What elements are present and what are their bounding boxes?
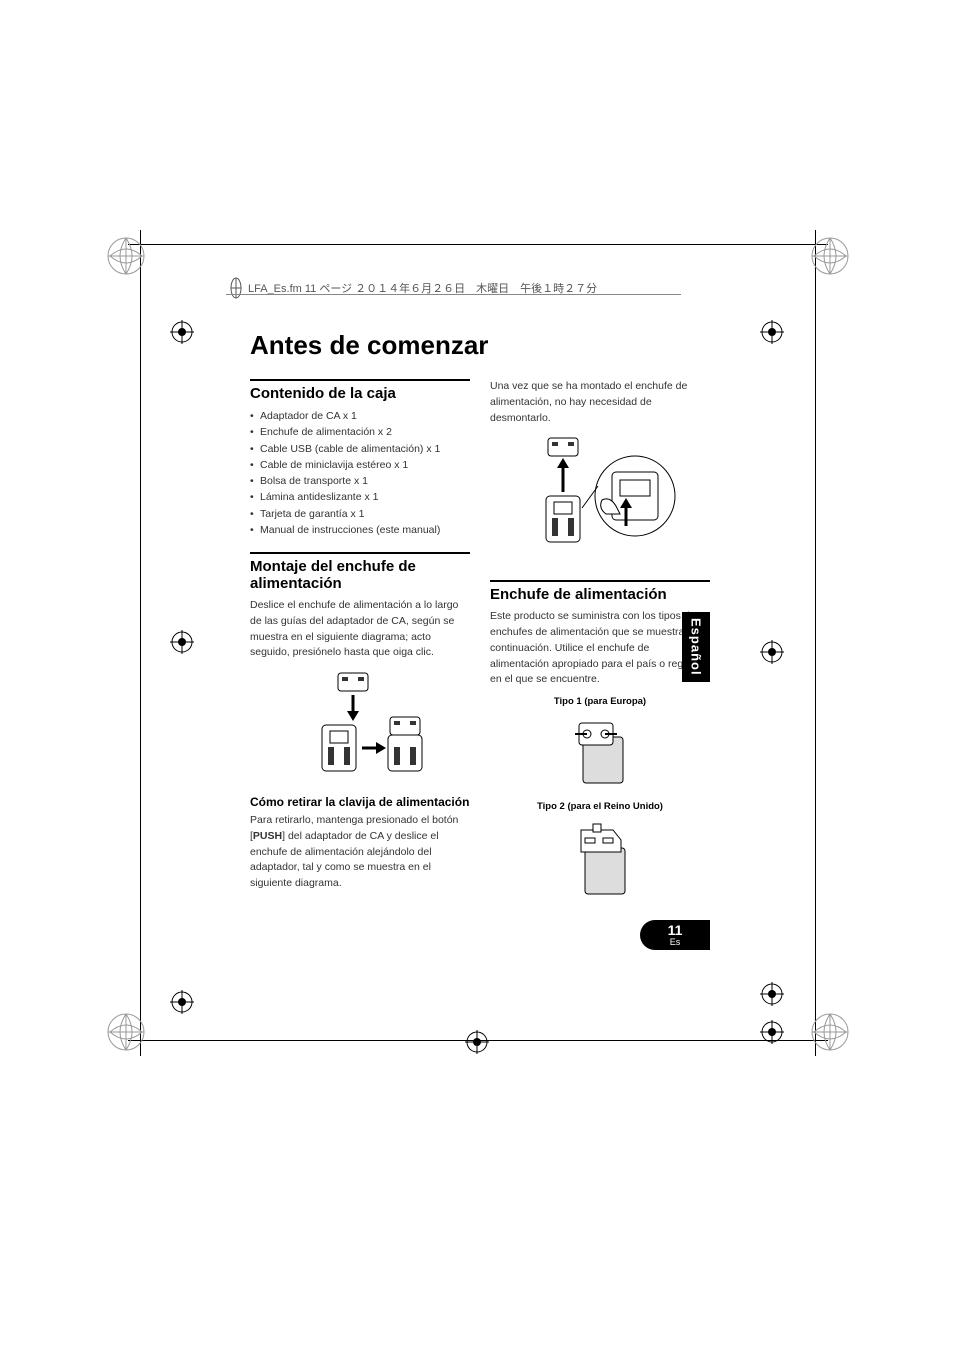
reg-mark-tr (760, 320, 784, 344)
reg-mark-bc (465, 1030, 489, 1054)
heading-mount-plug: Montaje del enchufe de alimentación (250, 558, 470, 592)
plug-paragraph: Este producto se suministra con los tipo… (490, 609, 710, 688)
list-item: Lámina antideslizante x 1 (250, 489, 470, 505)
remove-diagram (490, 436, 710, 566)
page-title: Antes de comenzar (250, 330, 710, 361)
mount-paragraph: Deslice el enchufe de alimentación a lo … (250, 598, 470, 661)
type2-label: Tipo 2 (para el Reino Unido) (490, 801, 710, 812)
mount-diagram (250, 671, 470, 781)
heading-box-contents: Contenido de la caja (250, 385, 470, 402)
reg-mark-br2 (760, 982, 784, 1006)
file-info-header: LFA_Es.fm 11 ページ ２０１４年６月２６日 木曜日 午後１時２７分 (230, 277, 680, 299)
list-item: Tarjeta de garantía x 1 (250, 506, 470, 522)
section-rule (250, 379, 470, 381)
page-number: 11 (668, 923, 683, 937)
crop-line-left (140, 230, 141, 1056)
reg-mark-tl (170, 320, 194, 344)
list-item: Bolsa de transporte x 1 (250, 473, 470, 489)
crop-line-right (815, 230, 816, 1056)
header-underline (226, 294, 681, 295)
globe-bottom-left (106, 1012, 146, 1052)
type1-diagram (490, 717, 710, 787)
box-contents-list: Adaptador de CA x 1 Enchufe de alimentac… (250, 408, 470, 538)
list-item: Manual de instrucciones (este manual) (250, 522, 470, 538)
page-content: Antes de comenzar Contenido de la caja A… (250, 330, 710, 912)
type1-label: Tipo 1 (para Europa) (490, 696, 710, 707)
intro-paragraph: Una vez que se ha montado el enchufe de … (490, 379, 710, 426)
language-tab: Español (682, 612, 710, 682)
list-item: Adaptador de CA x 1 (250, 408, 470, 424)
reg-mark-bl (170, 990, 194, 1014)
reg-mark-br (760, 1020, 784, 1044)
remove-text-bold: PUSH (253, 830, 282, 842)
heading-power-plug: Enchufe de alimentación (490, 586, 710, 603)
section-rule (490, 580, 710, 582)
list-item: Cable USB (cable de alimentación) x 1 (250, 441, 470, 457)
remove-paragraph: Para retirarlo, mantenga presionado el b… (250, 813, 470, 892)
section-rule (250, 552, 470, 554)
left-column: Contenido de la caja Adaptador de CA x 1… (250, 379, 470, 912)
reg-mark-ml (170, 630, 194, 654)
crop-line-top (128, 244, 828, 245)
list-item: Cable de miniclavija estéreo x 1 (250, 457, 470, 473)
reg-mark-mr (760, 640, 784, 664)
globe-bottom-right (810, 1012, 850, 1052)
page-number-badge: 11 Es (640, 920, 710, 950)
globe-top-left (106, 236, 146, 276)
page-lang: Es (670, 937, 681, 948)
type2-diagram (490, 822, 710, 898)
right-column: Una vez que se ha montado el enchufe de … (490, 379, 710, 912)
list-item: Enchufe de alimentación x 2 (250, 424, 470, 440)
heading-remove-plug: Cómo retirar la clavija de alimentación (250, 795, 470, 809)
globe-top-right (810, 236, 850, 276)
